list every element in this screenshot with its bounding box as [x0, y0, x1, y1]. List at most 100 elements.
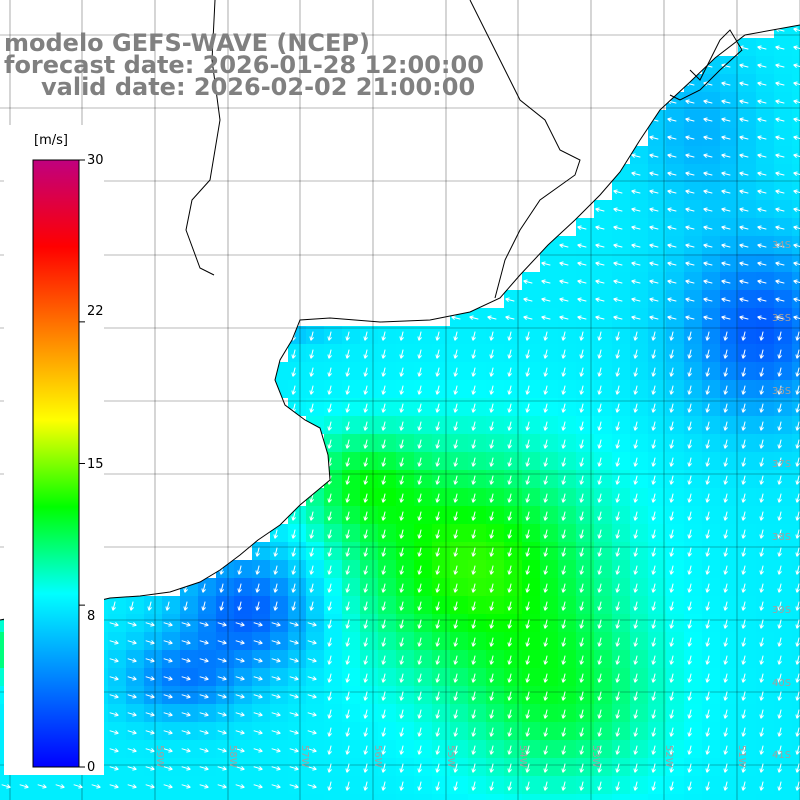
wind-speed-cell: [270, 578, 288, 596]
wind-arrow: [777, 511, 782, 521]
wind-speed-cell: [414, 758, 432, 776]
wind-arrow: [559, 243, 569, 248]
wind-arrow: [127, 712, 137, 717]
wind-arrow: [579, 349, 584, 359]
wind-speed-cell: [198, 614, 216, 632]
wind-speed-cell: [162, 794, 180, 800]
wind-speed-cell: [144, 722, 162, 740]
wind-speed-cell: [612, 254, 630, 272]
wind-arrow: [507, 691, 512, 701]
wind-speed-cell: [720, 308, 738, 326]
wind-speed-cell: [126, 722, 144, 740]
wind-speed-cell: [216, 686, 234, 704]
wind-arrow: [669, 691, 674, 701]
wind-arrow: [327, 565, 332, 575]
wind-arrow: [307, 694, 317, 699]
wind-speed-cell: [414, 524, 432, 542]
wind-arrow: [73, 784, 83, 789]
wind-arrow: [417, 619, 422, 629]
wind-speed-cell: [540, 452, 558, 470]
wind-speed-cell: [648, 524, 666, 542]
wind-speed-cell: [414, 794, 432, 800]
wind-speed-cell: [324, 596, 342, 614]
wind-speed-cell: [108, 758, 126, 776]
wind-speed-cell: [756, 704, 774, 722]
wind-speed-cell: [378, 686, 396, 704]
wind-speed-cell: [432, 632, 450, 650]
wind-arrow: [381, 781, 386, 791]
wind-arrow: [273, 583, 278, 593]
wind-arrow: [453, 673, 458, 683]
wind-speed-cell: [684, 164, 702, 182]
wind-speed-cell: [756, 254, 774, 272]
wind-arrow: [145, 694, 155, 699]
wind-speed-cell: [198, 740, 216, 758]
wind-arrow: [183, 583, 188, 593]
lat-label: 37S: [772, 459, 791, 470]
wind-speed-cell: [540, 344, 558, 362]
wind-speed-cell: [612, 704, 630, 722]
wind-arrow: [669, 637, 674, 647]
wind-arrow: [489, 367, 494, 377]
wind-speed-cell: [756, 290, 774, 308]
wind-arrow: [507, 367, 512, 377]
wind-speed-cell: [774, 542, 792, 560]
wind-speed-cell: [558, 344, 576, 362]
wind-speed-cell: [486, 560, 504, 578]
wind-arrow: [723, 493, 728, 503]
wind-arrow: [199, 640, 209, 645]
wind-speed-cell: [720, 758, 738, 776]
wind-arrow: [777, 349, 782, 359]
wind-arrow: [253, 694, 263, 699]
wind-arrow: [489, 601, 494, 611]
wind-arrow: [633, 619, 638, 629]
wind-arrow: [613, 315, 623, 320]
wind-speed-cell: [666, 434, 684, 452]
wind-arrow: [181, 784, 191, 789]
wind-speed-cell: [396, 452, 414, 470]
wind-arrow: [163, 694, 173, 699]
wind-speed-cell: [486, 740, 504, 758]
wind-speed-cell: [612, 740, 630, 758]
wind-speed-cell: [792, 668, 800, 686]
wind-speed-cell: [558, 632, 576, 650]
wind-arrow: [309, 493, 314, 503]
wind-arrow: [649, 189, 659, 194]
wind-arrow: [507, 421, 512, 431]
wind-arrow: [685, 189, 695, 194]
wind-arrow: [561, 583, 566, 593]
wind-arrow: [507, 457, 512, 467]
wind-arrow: [633, 763, 638, 773]
wind-speed-cell: [540, 524, 558, 542]
wind-arrow: [577, 279, 587, 284]
wind-speed-cell: [324, 542, 342, 560]
wind-arrow: [721, 135, 731, 140]
wind-speed-cell: [648, 146, 666, 164]
wind-arrow: [309, 583, 314, 593]
wind-arrow: [435, 763, 440, 773]
wind-speed-cell: [288, 704, 306, 722]
wind-speed-cell: [792, 506, 800, 524]
wind-arrow: [561, 331, 566, 341]
wind-arrow: [559, 297, 569, 302]
wind-speed-cell: [522, 290, 540, 308]
wind-arrow: [453, 457, 458, 467]
wind-speed-cell: [108, 686, 126, 704]
wind-speed-cell: [702, 110, 720, 128]
wind-speed-cell: [306, 380, 324, 398]
wind-speed-cell: [630, 434, 648, 452]
wind-speed-cell: [288, 362, 306, 380]
wind-arrow: [363, 673, 368, 683]
wind-speed-cell: [324, 524, 342, 542]
wind-speed-cell: [756, 56, 774, 74]
title-valid-date: valid date: 2026-02-02 21:00:00: [41, 73, 476, 101]
wind-speed-cell: [360, 596, 378, 614]
wind-arrow: [669, 367, 674, 377]
wind-speed-cell: [378, 650, 396, 668]
wind-speed-cell: [450, 704, 468, 722]
wind-arrow: [705, 493, 710, 503]
wind-arrow: [345, 727, 350, 737]
wind-speed-cell: [774, 236, 792, 254]
wind-arrow: [435, 583, 440, 593]
wind-arrow: [453, 385, 458, 395]
